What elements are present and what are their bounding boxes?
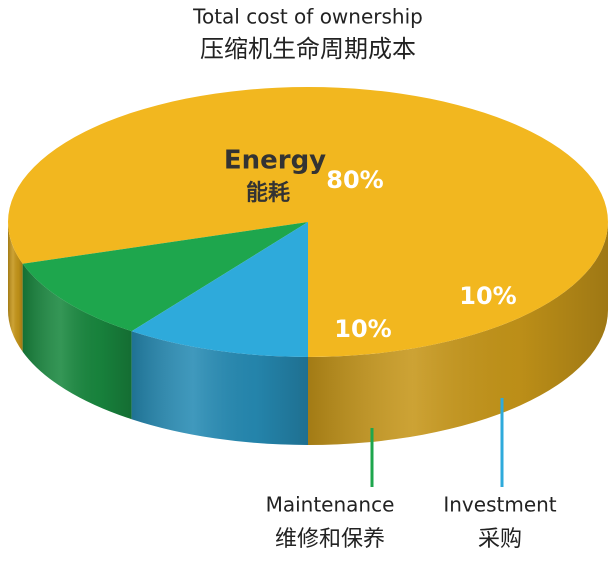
category-label: Energy bbox=[224, 146, 326, 176]
chart-subtitle: 压缩机生命周期成本 bbox=[200, 35, 416, 63]
category-translation: 能耗 bbox=[246, 180, 290, 206]
value-label: 80% bbox=[326, 166, 383, 194]
chart-title: Total cost of ownership bbox=[192, 5, 423, 29]
pie-slice bbox=[22, 222, 308, 332]
category-label: Investment bbox=[443, 493, 556, 517]
value-label: 10% bbox=[459, 282, 516, 310]
side-shading bbox=[308, 222, 608, 445]
category-translation: 维修和保养 bbox=[275, 527, 385, 552]
pie-slice bbox=[131, 222, 308, 357]
pie-slice bbox=[8, 87, 609, 358]
category-translation: 采购 bbox=[478, 527, 522, 552]
side-shading bbox=[22, 263, 132, 420]
value-label: 10% bbox=[334, 315, 391, 343]
side-shading bbox=[131, 331, 308, 445]
side-shading bbox=[8, 222, 23, 352]
pie bbox=[8, 87, 609, 445]
category-label: Maintenance bbox=[266, 493, 395, 517]
